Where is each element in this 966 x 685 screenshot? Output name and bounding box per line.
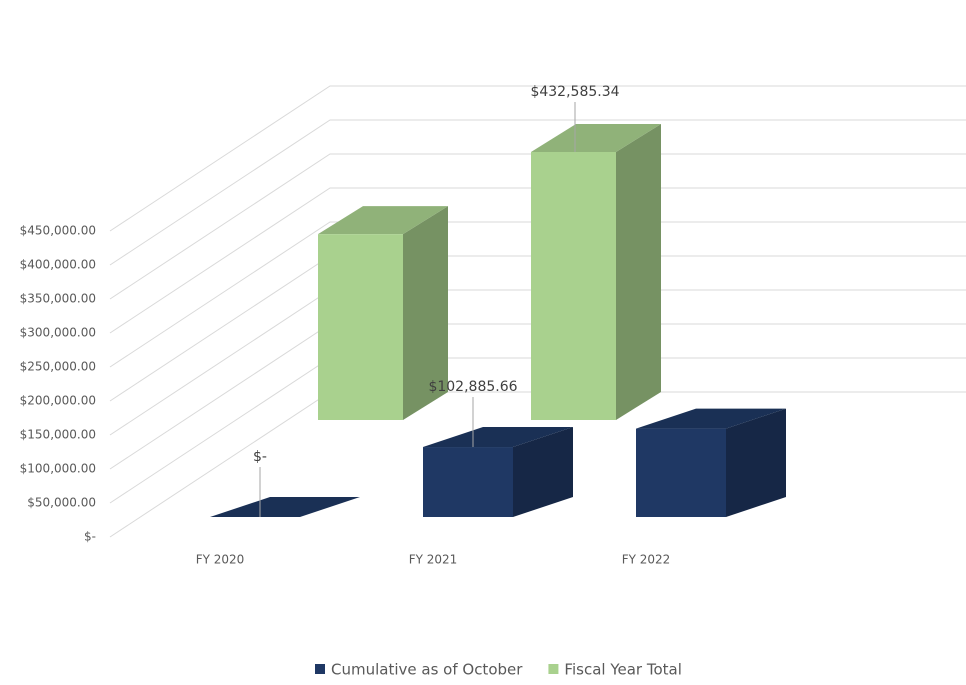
legend-swatch [548,664,559,674]
y-tick-label: $400,000.00 [20,258,96,272]
legend-swatch [315,664,325,674]
grid-line [109,119,966,266]
value-label: $- [253,449,267,465]
bar-top [531,124,661,152]
bar [531,152,616,420]
legend-label: Fiscal Year Total [564,661,681,679]
bar [423,447,513,517]
bar-side [616,124,661,420]
bar-side [403,206,448,420]
y-tick-label: $200,000.00 [20,394,96,408]
y-tick-label: $- [84,530,96,544]
grid-line [109,153,966,300]
grid-line [109,187,966,334]
bar-side [513,427,573,517]
legend-label: Cumulative as of October [331,661,523,679]
value-label: $432,585.34 [530,84,619,100]
y-tick-label: $300,000.00 [20,326,96,340]
x-tick-label: FY 2022 [622,553,671,567]
bar [636,428,726,517]
y-tick-label: $150,000.00 [20,428,96,442]
x-tick-label: FY 2020 [196,553,245,567]
y-tick-label: $50,000.00 [27,496,96,510]
y-tick-label: $450,000.00 [20,224,96,238]
bar-top [210,497,360,517]
bar-top [318,206,448,235]
bar [318,234,403,420]
grid-line [109,85,966,232]
bar-side [726,408,786,517]
y-tick-label: $100,000.00 [20,462,96,476]
y-tick-label: $250,000.00 [20,360,96,374]
bar-top [423,427,573,448]
x-tick-label: FY 2021 [409,553,458,567]
y-tick-label: $350,000.00 [20,292,96,306]
value-label: $102,885.66 [428,379,517,395]
grid-line [109,221,966,368]
bar-top [636,408,786,429]
